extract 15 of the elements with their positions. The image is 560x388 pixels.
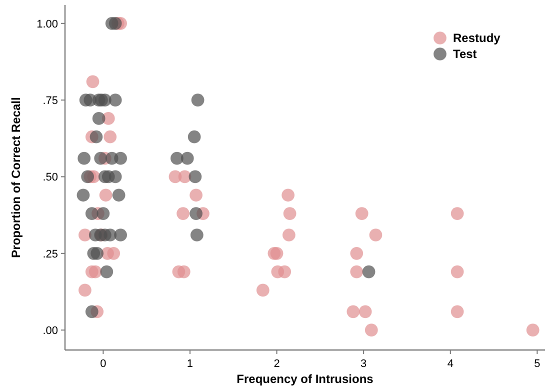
y-axis-title: Proportion of Correct Recall: [9, 97, 23, 258]
x-tick-label: 3: [360, 358, 367, 370]
y-tick-label: .25: [42, 248, 58, 260]
x-tick-label: 4: [447, 358, 454, 370]
legend-label: Test: [453, 47, 477, 62]
x-tick-label: 1: [186, 358, 194, 370]
x-tick-label: 2: [274, 358, 280, 370]
x-tick-label: 5: [534, 358, 540, 370]
y-tick-label: .50: [42, 172, 58, 184]
x-axis-title: Frequency of Intrusions: [236, 372, 374, 386]
legend-label: Restudy: [453, 31, 501, 46]
y-tick-label: .75: [42, 94, 58, 107]
y-tick-label: .00: [42, 324, 58, 337]
y-tick-label: 1.00: [36, 18, 58, 30]
x-tick-label: 0: [100, 358, 106, 370]
